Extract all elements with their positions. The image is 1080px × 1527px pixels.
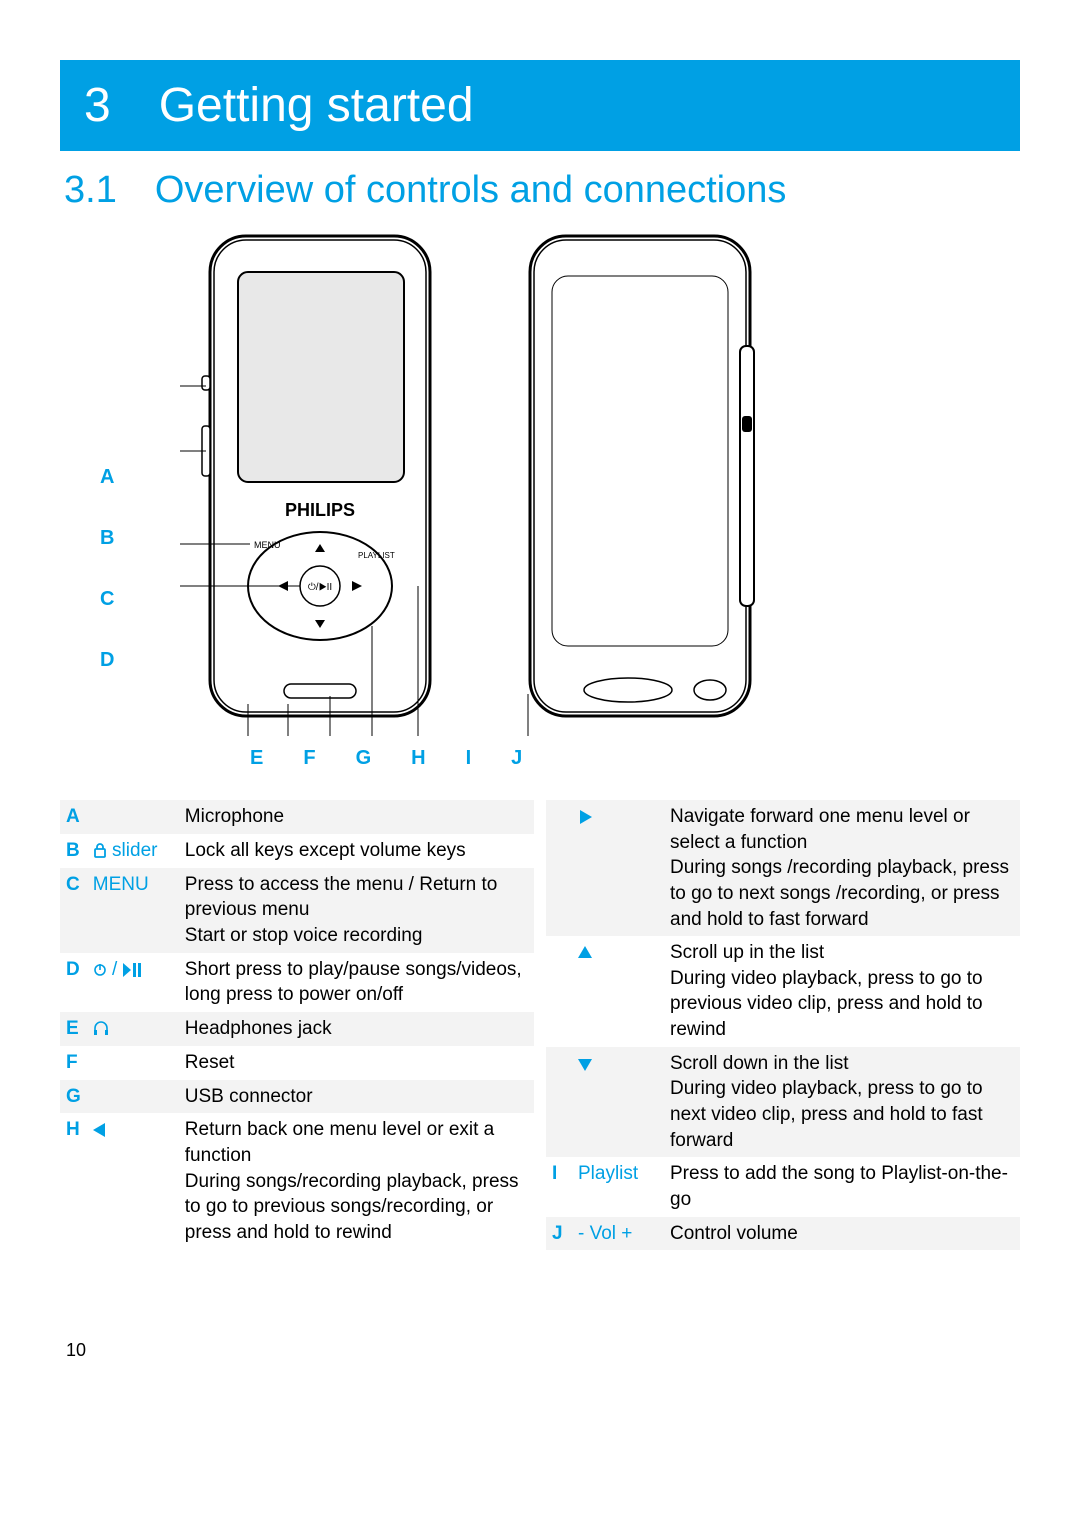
table-row: CMENUPress to access the menu / Return t… (60, 868, 534, 953)
table-row: G USB connector (60, 1080, 534, 1114)
control-letter: E (60, 1012, 89, 1046)
table-row: Scroll down in the listDuring video play… (546, 1047, 1020, 1158)
table-row: J- Vol +Control volume (546, 1217, 1020, 1251)
table-row: Scroll up in the listDuring video playba… (546, 936, 1020, 1047)
control-description: Scroll down in the listDuring video play… (666, 1047, 1020, 1158)
control-letter (546, 800, 574, 936)
control-symbol (89, 1080, 181, 1114)
control-letter: I (546, 1157, 574, 1216)
callout-A: A (100, 466, 114, 489)
controls-table-left: AMicrophoneB sliderLock all keys except … (60, 800, 534, 1250)
control-description: Lock all keys except volume keys (181, 834, 534, 868)
control-description: Reset (181, 1046, 534, 1080)
control-symbol (574, 800, 666, 936)
control-description: Navigate forward one menu level or selec… (666, 800, 1020, 936)
control-letter: H (60, 1113, 89, 1250)
table-row: IPlaylistPress to add the song to Playli… (546, 1157, 1020, 1216)
control-description: Microphone (181, 800, 534, 834)
callout-D: D (100, 649, 114, 672)
logo-text: PHILIPS (285, 500, 355, 520)
control-description: Press to access the menu / Return to pre… (181, 868, 534, 953)
table-row: A Microphone (60, 800, 534, 834)
control-symbol: - Vol + (574, 1217, 666, 1251)
control-letter: C (60, 868, 89, 953)
callout-C: C (100, 588, 114, 611)
callout-H: H (411, 747, 425, 770)
table-row: F Reset (60, 1046, 534, 1080)
table-row: B sliderLock all keys except volume keys (60, 834, 534, 868)
control-letter (546, 1047, 574, 1158)
callout-F: F (303, 747, 315, 770)
chapter-title: 3 Getting started (60, 60, 1020, 151)
control-description: Press to add the song to Playlist-on-the… (666, 1157, 1020, 1216)
control-letter (546, 936, 574, 1047)
callout-I: I (466, 747, 472, 770)
section-title: 3.1 Overview of controls and connections (60, 151, 1020, 226)
svg-text:MENU: MENU (254, 540, 281, 550)
callout-J: J (511, 747, 522, 770)
page-number: 10 (60, 1340, 1020, 1361)
control-symbol (89, 1113, 181, 1250)
control-description: Return back one menu level or exit a fun… (181, 1113, 534, 1250)
control-symbol (89, 1012, 181, 1046)
control-description: Headphones jack (181, 1012, 534, 1046)
device-back-view (500, 226, 780, 736)
callout-G: G (356, 747, 372, 770)
control-symbol (89, 800, 181, 834)
controls-table-right: Navigate forward one menu level or selec… (546, 800, 1020, 1250)
control-symbol (89, 1046, 181, 1080)
table-row: D / Short press to play/pause songs/vide… (60, 953, 534, 1012)
control-symbol (574, 936, 666, 1047)
svg-text:PLAYLIST: PLAYLIST (358, 551, 395, 560)
control-letter: J (546, 1217, 574, 1251)
control-symbol: Playlist (574, 1157, 666, 1216)
control-symbol: slider (89, 834, 181, 868)
control-letter: A (60, 800, 89, 834)
table-row: Navigate forward one menu level or selec… (546, 800, 1020, 936)
control-description: Control volume (666, 1217, 1020, 1251)
table-row: H Return back one menu level or exit a fu… (60, 1113, 534, 1250)
callout-B: B (100, 527, 114, 550)
device-front-view: PHILIPS ⏻/▶II MENU PLAYLIST (180, 226, 460, 736)
control-description: Scroll up in the listDuring video playba… (666, 936, 1020, 1047)
control-symbol: MENU (89, 868, 181, 953)
controls-diagram: A B C D PHILIPS ⏻/▶II MENU PLAYLIST (60, 226, 1020, 736)
control-symbol (574, 1047, 666, 1158)
control-letter: D (60, 953, 89, 1012)
control-letter: G (60, 1080, 89, 1114)
table-row: E Headphones jack (60, 1012, 534, 1046)
control-letter: F (60, 1046, 89, 1080)
control-description: USB connector (181, 1080, 534, 1114)
control-description: Short press to play/pause songs/videos, … (181, 953, 534, 1012)
svg-text:⏻/▶II: ⏻/▶II (308, 582, 332, 593)
control-letter: B (60, 834, 89, 868)
control-symbol: / (89, 953, 181, 1012)
callout-E: E (250, 747, 263, 770)
